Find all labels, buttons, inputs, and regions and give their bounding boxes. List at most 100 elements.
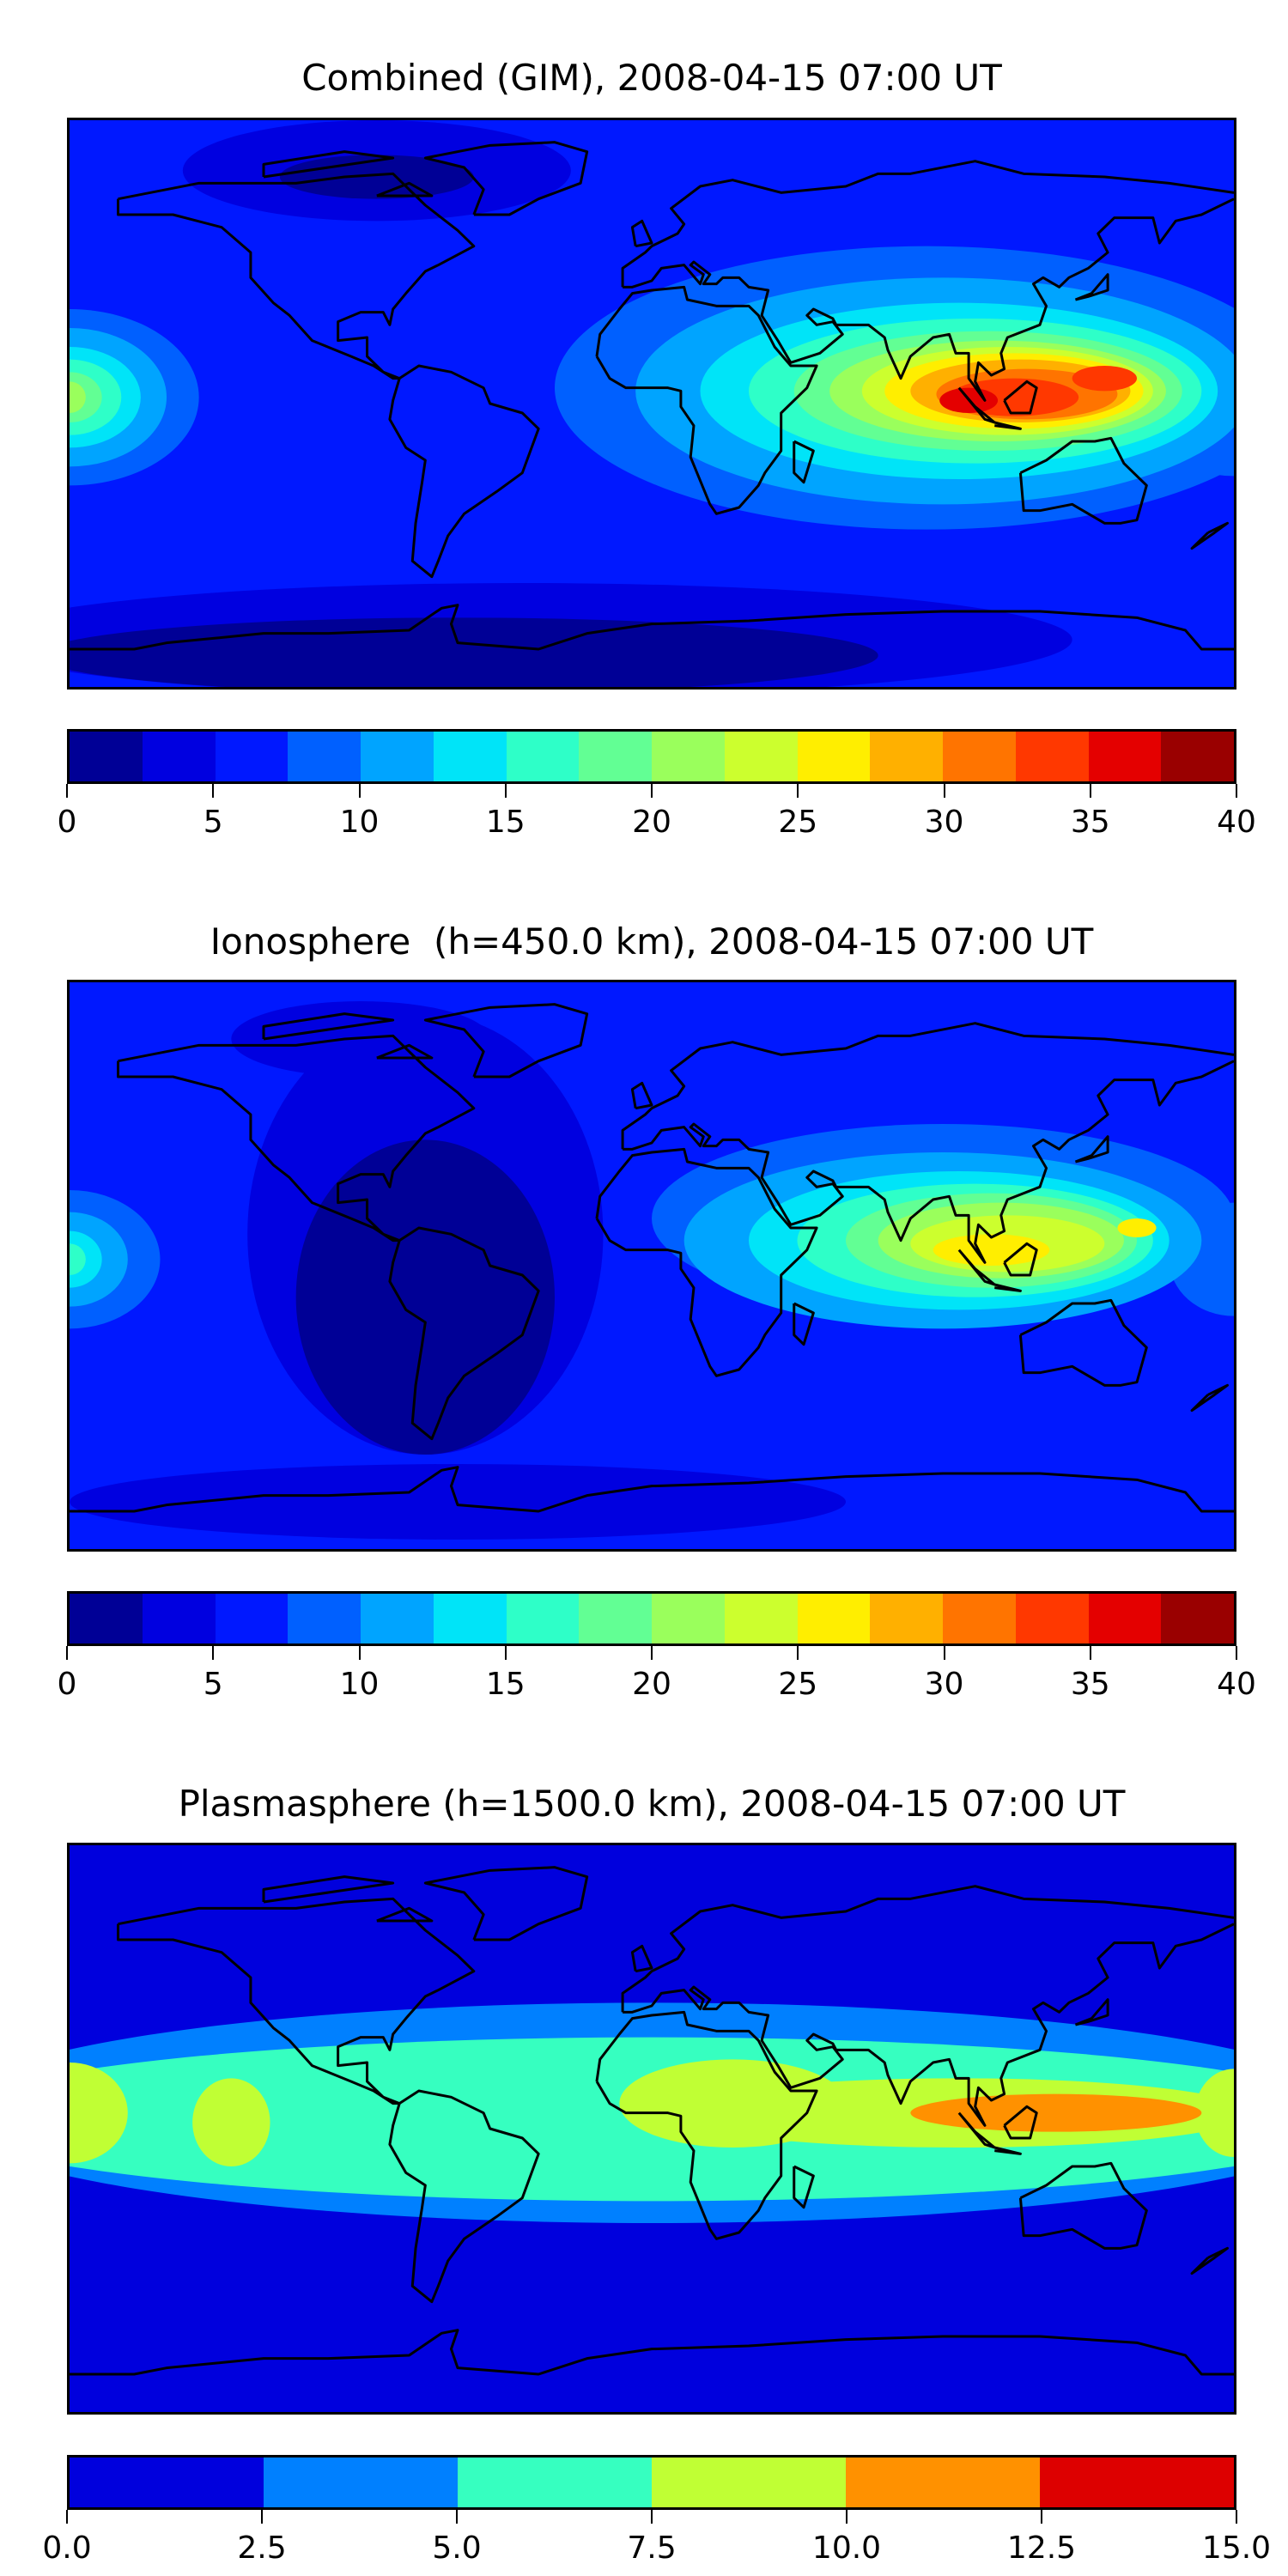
colorbar-segment bbox=[797, 732, 871, 781]
colorbar-tick-label: 0 bbox=[57, 1667, 77, 1702]
colorbar-tick bbox=[260, 2510, 263, 2524]
colorbar-segment bbox=[1161, 1594, 1234, 1643]
colorbar-tick-label: 35 bbox=[1070, 1667, 1110, 1702]
colorbar-segment bbox=[288, 1594, 361, 1643]
coastline bbox=[377, 1908, 432, 1921]
coastline bbox=[70, 2330, 1234, 2374]
colorbar-tick bbox=[797, 784, 799, 798]
colorbar-segment bbox=[215, 732, 289, 781]
colorbar-segment bbox=[506, 732, 580, 781]
colorbar-tick-label: 15 bbox=[485, 1667, 526, 1702]
map-combined bbox=[67, 118, 1236, 690]
colorbar-tick-label: 25 bbox=[778, 805, 818, 840]
map-plasmasphere bbox=[67, 1843, 1236, 2415]
contour-region bbox=[192, 2078, 270, 2166]
colorbar-tick-label: 30 bbox=[924, 805, 964, 840]
colorbar-segment bbox=[1088, 1594, 1162, 1643]
colorbar-tick bbox=[212, 784, 215, 798]
colorbar-tick-label: 20 bbox=[632, 1667, 671, 1702]
contour-region bbox=[70, 617, 878, 687]
colorbar-tick bbox=[943, 1646, 945, 1660]
colorbar-segment bbox=[943, 1594, 1016, 1643]
coastline bbox=[377, 183, 432, 196]
colorbar-tick-label: 15.0 bbox=[1201, 2530, 1272, 2566]
colorbar-segment bbox=[288, 732, 361, 781]
coastline bbox=[1005, 381, 1037, 413]
colorbar-segment bbox=[142, 1594, 216, 1643]
colorbar-tick bbox=[797, 1646, 799, 1660]
coastline bbox=[425, 1868, 586, 1940]
contour-region bbox=[70, 381, 86, 413]
colorbar-tick-label: 10 bbox=[339, 1667, 380, 1702]
coastline bbox=[794, 2166, 814, 2208]
colorbar-tick bbox=[1236, 1646, 1237, 1660]
coastline bbox=[425, 1005, 586, 1077]
coastline bbox=[1020, 2163, 1146, 2248]
colorbar-tick-label: 15 bbox=[485, 805, 526, 840]
contour-region bbox=[279, 155, 474, 199]
colorbar-tick bbox=[1236, 2510, 1237, 2524]
colorbar-ticks: 0.0 2.5 5.0 7.5 10.0 12.5 15.0 bbox=[42, 2510, 1271, 2566]
coastline bbox=[623, 1886, 1234, 2013]
colorbar-tick bbox=[651, 2510, 653, 2524]
colorbar-segment bbox=[70, 1594, 143, 1643]
coastline bbox=[994, 2148, 1020, 2154]
colorbar-tick-label: 40 bbox=[1217, 1667, 1256, 1702]
map-ionosphere bbox=[67, 980, 1236, 1552]
colorbar-segment bbox=[433, 1594, 507, 1643]
contour-region bbox=[295, 1139, 555, 1455]
coastline bbox=[994, 422, 1020, 428]
colorbar-segment bbox=[70, 2458, 264, 2507]
colorbar-segment bbox=[579, 732, 652, 781]
coastline bbox=[1075, 2000, 1108, 2025]
colorbar-segment bbox=[458, 2458, 652, 2507]
colorbar-tick-label: 5.0 bbox=[432, 2530, 482, 2566]
contour-region bbox=[1117, 1218, 1157, 1237]
coastline bbox=[597, 287, 817, 513]
colorbar-tick-label: 40 bbox=[1217, 805, 1256, 840]
colorbar-segment bbox=[724, 1594, 798, 1643]
colorbar-tick-label: 0 bbox=[57, 805, 77, 840]
coastline bbox=[264, 1014, 393, 1039]
chart-title: Combined (GIM), 2008-04-15 07:00 UT bbox=[301, 57, 1002, 99]
colorbar-segment bbox=[361, 732, 434, 781]
chart-title: Ionosphere (h=450.0 km), 2008-04-15 07:0… bbox=[210, 920, 1094, 963]
colorbar-segment bbox=[724, 732, 798, 781]
colorbar-segment bbox=[797, 1594, 871, 1643]
coastline bbox=[1192, 523, 1227, 548]
coastline bbox=[1075, 1137, 1108, 1162]
coastline bbox=[264, 152, 393, 177]
colorbar-ticks: 0 5 10 15 20 25 30 35 40 bbox=[58, 1646, 1256, 1702]
colorbar-tick bbox=[943, 784, 945, 798]
coastline bbox=[794, 1303, 814, 1345]
colorbar-tick-label: 7.5 bbox=[627, 2530, 677, 2566]
colorbar-segment bbox=[1088, 732, 1162, 781]
coastline bbox=[70, 605, 1234, 649]
coastline bbox=[390, 1228, 538, 1439]
colorbar-segment bbox=[652, 2458, 846, 2507]
colorbar-segment bbox=[70, 732, 143, 781]
colorbar bbox=[67, 2455, 1236, 2510]
coastline bbox=[1005, 1243, 1037, 1275]
colorbar-tick bbox=[651, 784, 653, 798]
coastline bbox=[1192, 1385, 1227, 1410]
contour-region bbox=[70, 1243, 86, 1275]
colorbar-tick bbox=[651, 1646, 653, 1660]
colorbar-tick bbox=[504, 784, 507, 798]
coastline bbox=[118, 173, 474, 378]
coastline bbox=[264, 1877, 393, 1902]
coastline bbox=[794, 441, 814, 483]
coastline bbox=[994, 1285, 1020, 1291]
colorbar-segment bbox=[579, 1594, 652, 1643]
colorbar-segment bbox=[361, 1594, 434, 1643]
colorbar-tick-label: 5 bbox=[203, 805, 223, 840]
colorbar-tick-label: 2.5 bbox=[237, 2530, 287, 2566]
colorbar-segment bbox=[215, 1594, 289, 1643]
colorbar-tick bbox=[455, 2510, 458, 2524]
colorbar-segment bbox=[264, 2458, 458, 2507]
coastline bbox=[118, 1036, 474, 1240]
colorbar-segment bbox=[870, 732, 943, 781]
colorbar-segment bbox=[1015, 1594, 1089, 1643]
colorbar-tick-label: 10.0 bbox=[811, 2530, 882, 2566]
coastline bbox=[377, 1045, 432, 1058]
